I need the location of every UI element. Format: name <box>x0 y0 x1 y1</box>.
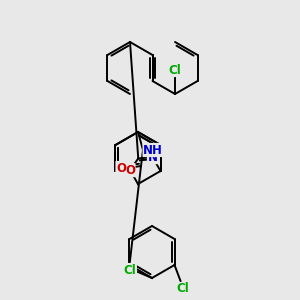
Text: Cl: Cl <box>169 64 182 76</box>
Text: Cl: Cl <box>124 263 136 277</box>
Text: N: N <box>148 151 158 164</box>
Text: O: O <box>116 161 126 175</box>
Text: NH: NH <box>143 143 163 157</box>
Text: O: O <box>125 164 135 177</box>
Text: Cl: Cl <box>176 283 189 296</box>
